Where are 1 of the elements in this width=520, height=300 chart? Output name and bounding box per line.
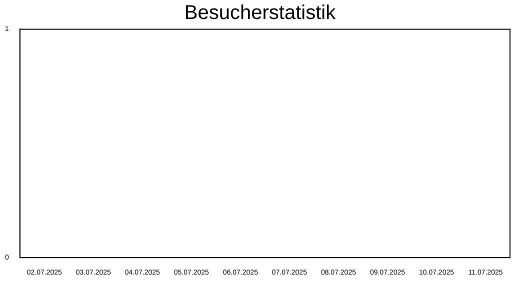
chart-title: Besucherstatistik (183, 1, 337, 26)
